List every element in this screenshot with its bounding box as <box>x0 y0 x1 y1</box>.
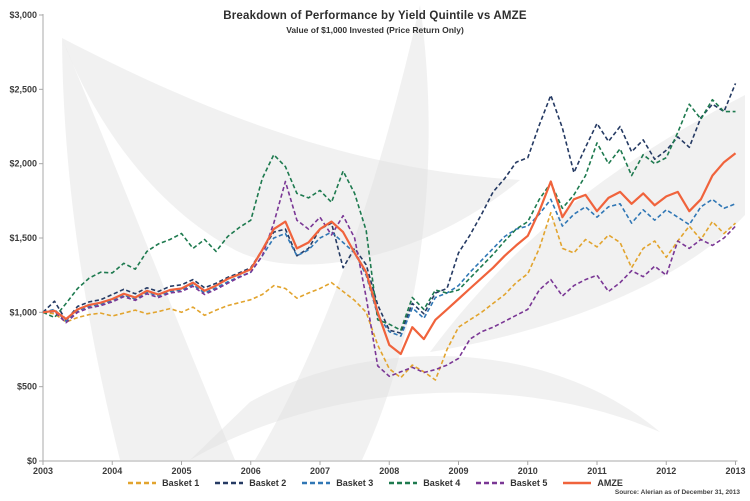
axes: $0 $500 $1,000 $1,500 $2,000 $2,500 $3,000 2003… <box>9 10 745 476</box>
legend-item-amze: AMZE <box>562 478 623 488</box>
x-axis-label: 2004 <box>102 466 122 476</box>
chart-subtitle: Value of $1,000 Invested (Price Return O… <box>286 25 464 35</box>
y-axis-label: $2,500 <box>9 84 37 94</box>
x-axis-label: 2011 <box>587 466 607 476</box>
y-axis-label: $3,000 <box>9 10 37 20</box>
legend-item-basket-4: Basket 4 <box>388 478 460 488</box>
legend-item-basket-5: Basket 5 <box>475 478 547 488</box>
x-axis-label: 2009 <box>448 466 468 476</box>
legend-label: Basket 5 <box>510 478 548 488</box>
watermark-logo <box>62 5 745 460</box>
legend-item-basket-2: Basket 2 <box>214 478 286 488</box>
chart-legend: Basket 1 Basket 2 Basket 3 Basket 4 Basket 5… <box>0 475 750 491</box>
legend-swatch <box>215 481 244 485</box>
x-axis-label: 2012 <box>656 466 676 476</box>
x-axis-label: 2013 <box>725 466 745 476</box>
series-lines <box>42 83 737 381</box>
series-line-basket-3 <box>42 198 736 337</box>
x-axis-label: 2003 <box>33 466 53 476</box>
source-note: Source: Alerian as of December 31, 2013 <box>614 489 740 496</box>
legend-label: Basket 1 <box>162 478 200 488</box>
legend-label: Basket 4 <box>423 478 461 488</box>
y-axis-label: $0 <box>27 456 37 466</box>
legend-label: AMZE <box>597 478 623 488</box>
legend-swatch <box>389 481 418 485</box>
y-axis-label: $1,500 <box>9 233 37 243</box>
legend-swatch <box>128 481 157 485</box>
y-axis-label: $1,000 <box>9 307 37 317</box>
series-line-amze <box>42 152 737 356</box>
series-line-basket-2 <box>42 83 737 334</box>
y-axis-label: $2,000 <box>9 159 37 169</box>
legend-swatch <box>302 481 331 485</box>
x-axis-label: 2007 <box>310 466 330 476</box>
chart-title: Breakdown of Performance by Yield Quinti… <box>223 10 527 22</box>
legend-label: Basket 3 <box>336 478 374 488</box>
legend-swatch <box>476 481 505 485</box>
legend-label: Basket 2 <box>249 478 287 488</box>
legend-item-basket-1: Basket 1 <box>127 478 199 488</box>
x-axis-label: 2005 <box>171 466 191 476</box>
legend-item-basket-3: Basket 3 <box>301 478 373 488</box>
y-axis-label: $500 <box>17 382 37 392</box>
x-axis-label: 2006 <box>241 466 261 476</box>
x-axis-label: 2010 <box>518 466 538 476</box>
series-line-basket-4 <box>42 98 736 332</box>
series-line-basket-5 <box>42 180 737 378</box>
legend-swatch <box>563 481 592 485</box>
x-axis-label: 2008 <box>379 466 399 476</box>
